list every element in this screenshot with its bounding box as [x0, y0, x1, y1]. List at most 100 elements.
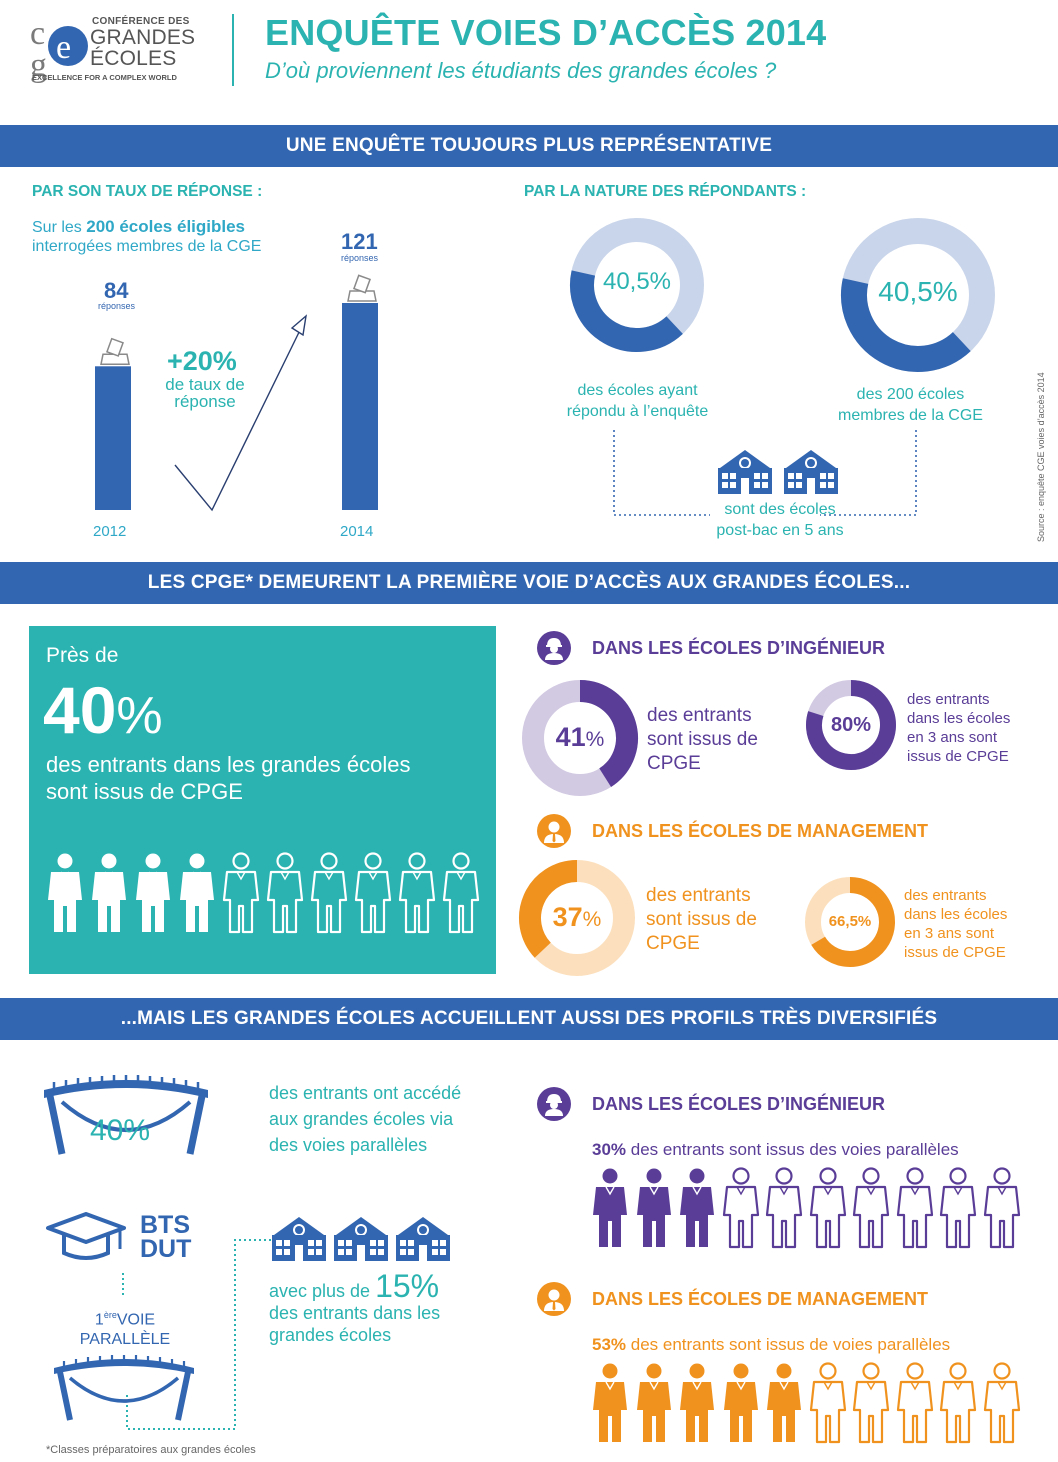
person-filled-icon — [680, 1168, 714, 1247]
donut-respondents-label: 40,5% — [602, 268, 672, 295]
donut-mgt-cpge-text: des entrants sont issus de CPGE — [646, 884, 757, 956]
school-icons-s3 — [270, 1213, 452, 1261]
bridge-text-1: des entrants ont accédé — [269, 1083, 462, 1103]
donut2-text-1: des 200 écoles — [856, 386, 965, 403]
person-filled-icon — [92, 853, 126, 932]
donut-value-arc — [570, 270, 683, 352]
bts-label: BTS — [140, 1211, 190, 1239]
eng-num: 41 — [555, 722, 586, 752]
s3-management-stat: 53% des entrants sont issus de voies par… — [592, 1335, 950, 1355]
s3-mgt-text: des entrants sont issus de voies parallè… — [626, 1335, 951, 1354]
section3-banner: ...MAIS LES GRANDES ÉCOLES ACCUEILLENT A… — [0, 998, 1058, 1040]
svg-text:e: e — [56, 29, 71, 66]
engineer-icon — [537, 631, 571, 665]
person-outline-icon — [354, 852, 392, 934]
footnote: *Classes préparatoires aux grandes école… — [46, 1444, 256, 1456]
page-subtitle: D’où proviennent les étudiants des grand… — [265, 58, 777, 83]
person-outline-icon — [983, 1362, 1020, 1444]
bts-text: avec plus de 15% des entrants dans les g… — [269, 1270, 441, 1346]
teal-big-number: 40% — [43, 672, 163, 748]
first-path-sup: ère — [103, 1310, 117, 1320]
s3-eng-bold: 30% — [592, 1140, 627, 1159]
first-path-line1: 1èreVOIE — [70, 1305, 180, 1330]
bts-value: 15% — [375, 1268, 440, 1304]
eng-sec-2: dans les écoles — [907, 710, 1011, 727]
donut-mgt-3yr — [805, 877, 895, 967]
school-icon — [334, 1217, 388, 1261]
person-outline-icon — [983, 1167, 1020, 1249]
teal-big-pct: % — [116, 687, 163, 745]
donut-cge-members — [841, 218, 995, 372]
s2-management-heading: DANS LES ÉCOLES DE MANAGEMENT — [592, 821, 929, 841]
manager-icon — [537, 814, 571, 848]
teal-text-2: sont issus de CPGE — [46, 779, 243, 804]
growth-text-2: réponse — [174, 392, 236, 411]
bar-2014-unit: réponses — [341, 253, 379, 263]
donut-eng-3yr — [806, 680, 896, 770]
person-filled-icon — [767, 1363, 801, 1442]
donut2-text-2: membres de la CGE — [838, 407, 983, 424]
mgt-main-1: des entrants — [646, 885, 751, 906]
eng-pct: % — [585, 728, 605, 751]
ballot-icon — [347, 274, 377, 302]
first-path-label: 1èreVOIE PARALLÈLE — [70, 1305, 180, 1350]
donut-mgt-cpge-label: 37% — [519, 902, 635, 933]
s3-eng-text: des entrants sont issus des voies parall… — [626, 1140, 959, 1159]
person-outline-icon — [852, 1362, 890, 1444]
s2-engineering-heading: DANS LES ÉCOLES D’INGÉNIEUR — [592, 638, 886, 658]
svg-text:c: c — [30, 15, 45, 52]
donut-eng-cpge-label: 41% — [522, 722, 638, 753]
s3-management-heading: DANS LES ÉCOLES DE MANAGEMENT — [592, 1289, 929, 1309]
eng-sec-1: des entrants — [907, 691, 990, 708]
donut-value-arc — [579, 680, 638, 787]
person-outline-icon — [809, 1167, 846, 1249]
donut-respondents — [570, 218, 704, 352]
eng-sec-3: en 3 ans sont — [907, 729, 998, 746]
ballot-icon — [100, 337, 130, 366]
growth-text-1: de taux de — [165, 375, 245, 394]
person-outline-icon — [398, 852, 436, 934]
person-filled-icon — [636, 1363, 671, 1442]
bts-text-2: des entrants dans les — [269, 1303, 441, 1323]
graduation-cap-icon — [46, 1212, 126, 1260]
bracket-lines — [613, 430, 917, 516]
donut1-text-1: des écoles ayant — [577, 382, 698, 399]
bridge-icon — [44, 1075, 208, 1155]
bridge-text-3: des voies parallèles — [269, 1135, 428, 1155]
growth-arrow-head — [290, 314, 307, 337]
teal-text: des entrants dans les grandes écoles son… — [46, 751, 410, 805]
engineer-icon — [537, 1087, 571, 1121]
mgt-sec-4: issus de CPGE — [904, 944, 1006, 961]
school-icons-s1 — [716, 446, 840, 494]
person-outline-icon — [939, 1167, 977, 1249]
section2-banner: LES CPGE* DEMEURENT LA PREMIÈRE VOIE D’A… — [0, 562, 1058, 604]
s3-management-people — [590, 1362, 1025, 1444]
response-bar-2012 — [95, 366, 131, 510]
s3-engineering-people — [590, 1167, 1025, 1249]
person-outline-icon — [266, 852, 304, 934]
donut-cge-text: des 200 écoles membres de la CGE — [828, 384, 993, 426]
mgt-sec-1: des entrants — [904, 887, 987, 904]
bridge-text-2: aux grandes écoles via — [269, 1109, 454, 1129]
donut-value-arc — [841, 278, 971, 372]
person-outline-icon — [809, 1362, 846, 1444]
donut-eng-3yr-label: 80% — [830, 714, 872, 736]
response-bar-chart — [95, 274, 378, 512]
growth-value: +20% — [167, 346, 237, 376]
intro-bold: 200 écoles éligibles — [86, 217, 246, 236]
teal-text-1: des entrants dans les grandes écoles — [46, 752, 411, 777]
first-path-line2: PARALLÈLE — [79, 1331, 171, 1349]
person-outline-icon — [310, 852, 348, 934]
mgt-sec-3: en 3 ans sont — [904, 925, 995, 942]
person-filled-icon — [723, 1363, 758, 1442]
logo: c g e CONFÉRENCE DES GRANDES ÉCOLES EXCE… — [30, 14, 205, 84]
bts-text-3: grandes écoles — [269, 1325, 392, 1345]
person-outline-icon — [852, 1167, 890, 1249]
donut-mgt-cpge — [519, 860, 635, 976]
logo-mark: c g e — [30, 15, 88, 84]
donut-cge-label: 40,5% — [878, 276, 958, 307]
mgt-num: 37 — [552, 902, 583, 932]
eng-main-1: des entrants — [647, 705, 752, 726]
school-icon — [718, 450, 772, 494]
bts-text-pre: avec plus de — [269, 1281, 376, 1301]
